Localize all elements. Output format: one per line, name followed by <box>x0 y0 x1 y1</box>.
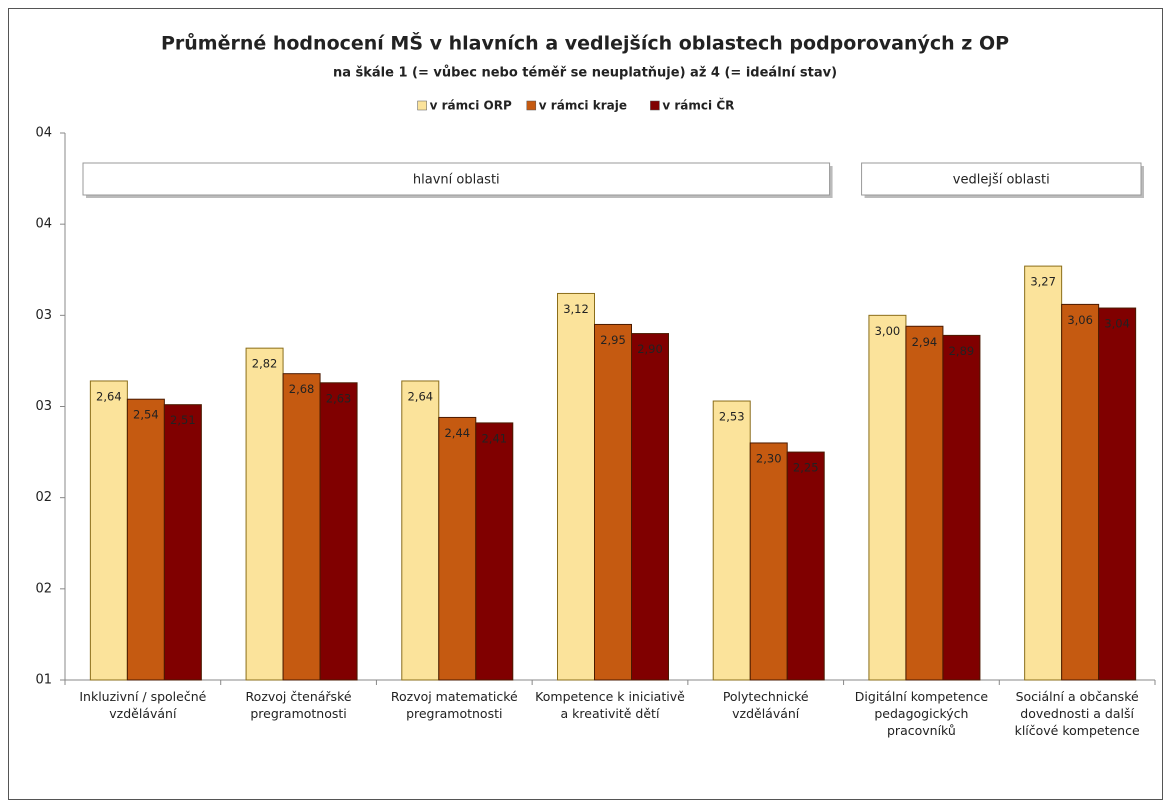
y-tick-label: 04 <box>35 126 52 141</box>
value-label: 2,89 <box>949 344 975 358</box>
x-tick-label: Rozvoj čtenářské pregramotnosti <box>245 689 352 721</box>
value-label: 2,94 <box>912 335 938 349</box>
bar <box>712 400 751 681</box>
bar <box>557 292 595 681</box>
group-label: vedlejší oblasti <box>953 173 1050 188</box>
x-tick-label-box: Polytechnické vzdělávání <box>722 689 809 721</box>
value-label: 3,00 <box>875 324 901 338</box>
bar <box>868 314 907 681</box>
x-tick-label: Digitální kompetence pedagogických praco… <box>854 689 989 738</box>
value-label: 2,63 <box>326 391 352 405</box>
x-tick-label-box: Digitální kompetence pedagogických praco… <box>854 689 989 738</box>
bar <box>594 323 632 681</box>
x-tick-label-box: Rozvoj matematické pregramotnosti <box>390 689 518 721</box>
bar <box>905 325 944 681</box>
x-tick-label-box: Inkluzivní / společné vzdělávání <box>79 689 207 721</box>
x-tick-label: Rozvoj matematické pregramotnosti <box>390 689 518 721</box>
value-label: 3,27 <box>1030 275 1056 289</box>
bar <box>1024 265 1063 681</box>
y-tick-label: 04 <box>35 217 52 232</box>
value-label: 2,95 <box>600 333 626 347</box>
y-tick-label: 02 <box>35 490 52 505</box>
bar <box>89 380 128 681</box>
x-tick-label-box: Kompetence k iniciativě a kreativitě dět… <box>535 689 685 721</box>
bar <box>475 422 514 681</box>
value-label: 2,64 <box>407 389 433 403</box>
group-label: hlavní oblasti <box>413 173 500 188</box>
group-box <box>861 162 1142 196</box>
x-tick-label: Sociální a občanské dovednosti a další k… <box>1014 689 1140 738</box>
value-label: 2,44 <box>444 426 470 440</box>
value-label: 2,54 <box>133 408 159 422</box>
bar <box>1098 307 1137 681</box>
bar <box>942 334 981 681</box>
bar <box>631 333 669 681</box>
value-label: 3,12 <box>563 302 589 316</box>
bar <box>282 373 321 681</box>
value-label: 2,30 <box>756 451 782 465</box>
x-tick-label-box: Sociální a občanské dovednosti a další k… <box>1014 689 1140 738</box>
value-label: 2,41 <box>481 431 507 445</box>
x-tick-label: Kompetence k iniciativě a kreativitě dět… <box>535 689 685 721</box>
value-label: 2,68 <box>289 382 315 396</box>
value-label: 2,53 <box>719 410 745 424</box>
value-label: 2,25 <box>793 461 819 475</box>
y-tick-label: 03 <box>35 399 52 414</box>
bar <box>749 442 788 681</box>
bar <box>786 451 825 681</box>
y-tick-label: 02 <box>35 581 52 596</box>
bar <box>438 416 477 681</box>
legend-swatch <box>650 100 660 111</box>
value-label: 3,04 <box>1104 317 1130 331</box>
value-label: 2,64 <box>96 389 122 403</box>
chart-subtitle: na škále 1 (= vůbec nebo téměř se neupla… <box>333 66 837 81</box>
value-label: 2,82 <box>252 357 278 371</box>
legend-label: v rámci ČR <box>662 98 734 113</box>
legend-swatch <box>417 100 427 111</box>
x-tick-label: Polytechnické vzdělávání <box>722 689 809 721</box>
bar <box>245 347 284 681</box>
bar <box>401 380 440 681</box>
chart-title: Průměrné hodnocení MŠ v hlavních a vedle… <box>161 31 1009 55</box>
x-tick-label: Inkluzivní / společné vzdělávání <box>79 689 207 721</box>
bar <box>163 404 202 681</box>
y-tick-label: 01 <box>35 673 52 688</box>
bar <box>319 382 358 681</box>
bar <box>126 398 165 681</box>
value-label: 2,51 <box>170 413 196 427</box>
x-tick-label-box: Rozvoj čtenářské pregramotnosti <box>245 689 352 721</box>
value-label: 3,06 <box>1067 313 1093 327</box>
group-box <box>82 162 831 196</box>
legend-label: v rámci ORP <box>430 99 512 113</box>
legend-label: v rámci kraje <box>539 99 627 113</box>
bar <box>1061 303 1100 681</box>
value-label: 2,90 <box>637 342 663 356</box>
y-tick-label: 03 <box>35 308 52 323</box>
legend-swatch <box>526 100 537 111</box>
